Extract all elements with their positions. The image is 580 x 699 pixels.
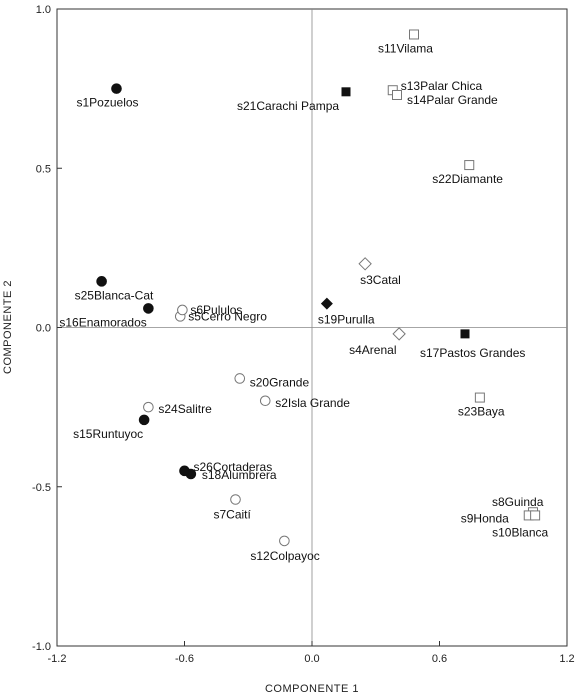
point-s15runtuyoc [138,414,150,426]
label-s16enamorados: s16Enamorados [59,315,146,329]
label-s11vilama: s11Vilama [378,41,433,55]
point-s22diamante [464,160,475,171]
point-s24salitre [143,401,154,413]
label-s5cerro-negro: s5Cerro Negro [188,309,267,323]
x-tick-label: 0.6 [432,653,447,665]
label-s2isla-grande: s2Isla Grande [275,396,350,410]
point-s1pozuelos [111,83,122,94]
point-s4arenal [392,327,406,341]
point-s6pululos [177,304,188,316]
point-s17pastos-grandes [460,329,470,339]
axis-ticks: -1.2 -0.6 0.0 0.6 1.2 1.0 0.5 0.0 -0.5 -1.0 [32,4,575,665]
label-s17pastos-grandes: s17Pastos Grandes [420,346,525,360]
label-s22diamante: s22Diamante [432,172,503,186]
x-tick-label: -0.6 [175,653,194,665]
label-s4arenal: s4Arenal [349,343,396,357]
label-s26cortaderas: s26Cortaderas [194,460,273,474]
point-s20grande [234,373,246,384]
label-s10blanca: s10Blanca [492,525,548,539]
label-s8guinda: s8Guinda [492,495,544,509]
y-tick-label: -0.5 [32,482,51,494]
y-tick-label: 1.0 [36,4,51,16]
x-axis-title: COMPONENTE 1 [265,683,359,695]
label-s24salitre: s24Salitre [158,402,212,416]
point-s3catal [358,257,372,271]
label-s15runtuyoc: s15Runtuyoc [73,427,143,441]
x-tick-label: -1.2 [48,653,67,665]
label-s3catal: s3Catal [360,273,401,287]
label-s12colpayoc: s12Colpayoc [250,549,319,563]
label-s14palar-grande: s14Palar Grande [407,93,498,107]
point-s14palar-grande [392,89,402,100]
point-s7cait- [230,494,241,505]
point-s10blanca [530,510,541,521]
label-s20grande: s20Grande [250,375,310,389]
label-s9honda: s9Honda [461,511,509,525]
label-s23baya: s23Baya [458,405,505,419]
point-s12colpayoc [279,535,290,547]
point-s16enamorados [143,303,154,314]
label-s13palar-chica: s13Palar Chica [401,79,483,93]
y-tick-label: -1.0 [32,641,51,653]
x-tick-label: 1.2 [559,653,574,665]
label-s18alumbrera: s18Alumbrera [202,468,277,482]
label-s19purulla: s19Purulla [318,313,375,327]
label-s6pululos: s6Pululos [190,303,242,317]
x-tick-label: 0.0 [304,653,319,665]
point-s11vilama [409,29,419,40]
point-s21carachi-pampa [341,87,351,97]
point-labels: s1Pozuelos s2Isla Grande s3Catal s4Arenal s5… [59,41,548,562]
y-tick-label: 0.5 [36,163,51,175]
point-s25blanca-cat [96,276,107,287]
label-s1pozuelos: s1Pozuelos [77,96,139,110]
point-s19purulla [320,297,333,310]
label-s25blanca-cat: s25Blanca-Cat [75,288,154,302]
y-tick-label: 0.0 [36,323,51,335]
point-s2isla-grande [259,395,271,407]
label-s7cait-: s7Caití [214,507,252,521]
data-points [96,29,541,547]
point-s26cortaderas [179,465,190,477]
point-s23baya [474,392,485,403]
y-axis-title: COMPONENTE 2 [2,280,14,374]
label-s21carachi-pampa: s21Carachi Pampa [237,99,339,113]
